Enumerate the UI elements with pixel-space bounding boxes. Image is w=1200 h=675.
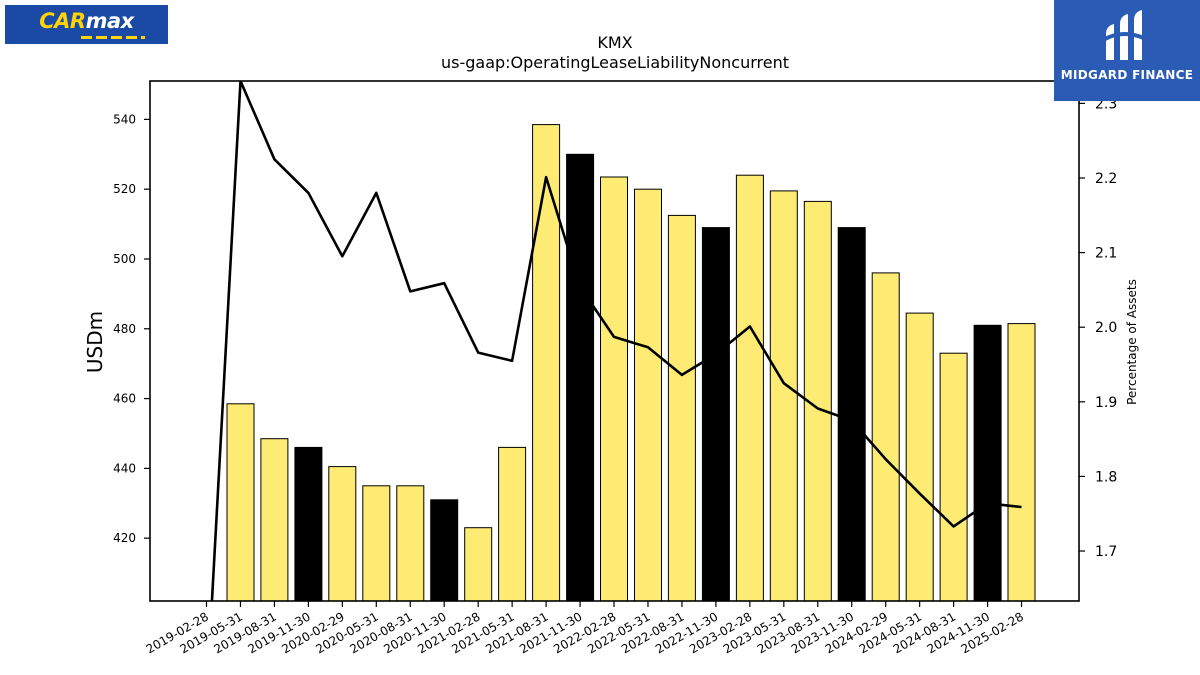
chart-title: KMX [597, 33, 632, 52]
y2-tick-label: 2.2 [1095, 171, 1117, 187]
bar-2021-02-28 [464, 527, 493, 602]
bar-2022-02-28 [600, 176, 628, 602]
midgard-emblem-icon [1102, 10, 1149, 60]
y2-axis-label: Percentage of Assets [1125, 279, 1139, 405]
bar-2024-05-31 [905, 312, 934, 602]
y-tick-label: 460 [113, 392, 136, 406]
bar-series [226, 124, 1036, 602]
bar-2021-11-30 [566, 153, 595, 602]
y2-tick-label: 1.9 [1095, 395, 1117, 411]
carmax-logo-dashes [81, 36, 145, 39]
bar-2021-08-31 [532, 124, 561, 602]
y-tick-label: 520 [113, 182, 136, 196]
y2-tick-label: 1.8 [1095, 469, 1117, 485]
x-axis-ticks: 2019-02-282019-05-312019-08-312019-11-30… [144, 601, 1026, 656]
y-tick-label: 440 [113, 461, 136, 475]
bar-2022-05-31 [634, 188, 662, 602]
right-axis-ticks: 1.71.81.92.02.12.22.3 [1079, 96, 1117, 560]
y-tick-label: 500 [113, 252, 136, 266]
carmax-logo: CARmax [5, 5, 168, 44]
left-axis-ticks: 420 440 460 480 500 520 540 [113, 112, 150, 545]
carmax-logo-text: CARmax [39, 9, 134, 33]
y-tick-label: 420 [113, 531, 136, 545]
y-tick-label: 540 [113, 112, 136, 126]
bar-2022-11-30 [701, 227, 730, 602]
bar-2023-11-30 [837, 227, 866, 602]
line-series [210, 81, 1022, 601]
bar-2024-11-30 [973, 324, 1002, 602]
bar-2024-02-29 [871, 272, 900, 602]
bar-2019-05-31 [226, 403, 255, 602]
bar-2022-08-31 [667, 214, 696, 602]
bar-2021-05-31 [498, 446, 527, 602]
midgard-finance-logo: MIDGARD FINANCE [1054, 0, 1200, 101]
bar-2020-02-29 [328, 466, 357, 602]
y-axis-label: USDm [83, 311, 107, 373]
bar-2025-02-28 [1007, 323, 1036, 602]
bar-2020-11-30 [430, 499, 459, 602]
bar-2020-08-31 [396, 485, 425, 602]
bar-2019-08-31 [260, 438, 289, 602]
percentage-line [210, 81, 1022, 601]
y-tick-label: 480 [113, 322, 136, 336]
bar-2024-08-31 [939, 352, 968, 602]
midgard-logo-text: MIDGARD FINANCE [1060, 68, 1194, 82]
bar-2023-05-31 [769, 190, 798, 602]
y2-tick-label: 2.1 [1095, 246, 1117, 262]
bar-2020-05-31 [362, 485, 391, 602]
y2-tick-label: 1.7 [1095, 544, 1117, 560]
y2-tick-label: 2.0 [1095, 320, 1117, 336]
bar-2019-11-30 [294, 446, 323, 602]
chart-subtitle: us-gaap:OperatingLeaseLiabilityNoncurren… [441, 53, 789, 72]
bar-2023-02-28 [735, 174, 764, 602]
